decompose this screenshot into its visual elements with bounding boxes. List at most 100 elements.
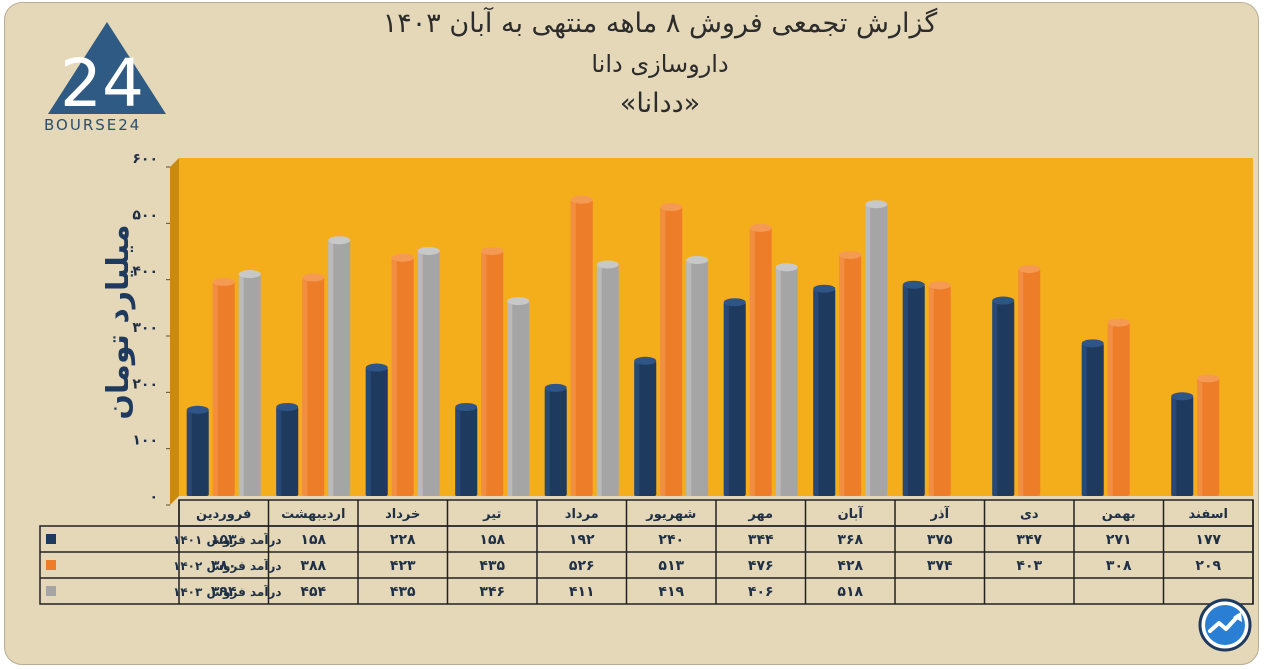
- bar-highlight: [749, 227, 755, 496]
- bar-1-4: [570, 199, 593, 497]
- bar-cap: [749, 223, 772, 232]
- bar-1-11: [1197, 378, 1220, 496]
- logo-number: 24: [60, 45, 144, 122]
- bar-highlight: [1197, 378, 1203, 496]
- bar-highlight: [481, 250, 487, 496]
- bar-cap: [928, 281, 951, 290]
- bar-cap: [391, 253, 414, 262]
- bar-highlight: [186, 409, 192, 496]
- bar-highlight: [775, 267, 781, 496]
- bar-highlight: [596, 264, 602, 496]
- data-label: ۳۷۴: [927, 558, 953, 574]
- bar-cap: [365, 363, 388, 372]
- x-category-label: فروردین: [196, 507, 251, 522]
- y-tick-label: ۴۰۰: [132, 264, 158, 280]
- bar-highlight: [686, 259, 692, 496]
- bar-highlight: [865, 204, 871, 496]
- bar-highlight: [544, 387, 550, 496]
- data-label: ۴۲۸: [837, 558, 863, 574]
- y-tick-label: ۶۰۰: [132, 151, 158, 167]
- bar-highlight: [328, 240, 334, 496]
- trend-badge-icon: [1198, 598, 1252, 652]
- data-label: ۳۷۵: [927, 532, 953, 548]
- bar-1-8: [928, 285, 951, 496]
- bar-highlight: [1171, 396, 1177, 496]
- bar-0-0: [186, 409, 209, 496]
- bar-highlight: [365, 367, 371, 496]
- bar-cap: [775, 263, 798, 272]
- x-category-label: اسفند: [1189, 507, 1228, 522]
- bar-cap: [544, 383, 567, 392]
- data-label: ۳۶۸: [837, 532, 863, 548]
- bar-0-7: [813, 288, 836, 496]
- plot-area: [179, 158, 1253, 496]
- bar-0-5: [634, 360, 657, 496]
- bar-1-9: [1018, 268, 1041, 496]
- bar-cap: [839, 250, 862, 259]
- data-label: ۳۴۶: [479, 584, 505, 600]
- bar-0-11: [1171, 396, 1194, 496]
- bar-2-7: [865, 204, 888, 496]
- data-label: ۱۹۲: [569, 532, 595, 548]
- y-tick-label: ۵۰۰: [132, 207, 158, 223]
- bar-cap: [1197, 374, 1220, 383]
- bar-2-5: [686, 259, 709, 496]
- bar-1-6: [749, 227, 772, 496]
- bar-1-5: [660, 207, 683, 496]
- bar-cap: [865, 200, 888, 209]
- data-label: ۳۴۷: [1016, 532, 1042, 548]
- x-category-label: شهریور: [645, 507, 696, 522]
- data-label: ۴۳۵: [479, 558, 505, 574]
- bar-cap: [660, 203, 683, 212]
- bar-highlight: [302, 277, 308, 496]
- bar-highlight: [634, 360, 640, 496]
- company-name: داروسازی دانا: [591, 50, 729, 78]
- bar-cap: [1018, 264, 1041, 273]
- y-tick-label: ۱۰۰: [132, 433, 158, 449]
- data-label: ۱۷۷: [1195, 532, 1221, 548]
- bar-0-8: [902, 284, 925, 496]
- bar-0-2: [365, 367, 388, 496]
- data-label: ۲۰۹: [1195, 558, 1221, 574]
- y-axis-label: میلیارد تومان: [101, 224, 136, 419]
- legend-swatch-0: [46, 534, 56, 544]
- bar-cap: [481, 246, 504, 255]
- bar-highlight: [723, 302, 729, 496]
- x-category-label: اردیبهشت: [281, 507, 345, 522]
- legend-swatch-1: [46, 560, 56, 570]
- y-tick-label: ۰: [149, 489, 158, 505]
- data-label: ۳۹۴: [211, 584, 237, 600]
- bar-highlight: [1081, 343, 1087, 496]
- y-tick-label: ۳۰۰: [132, 320, 158, 336]
- bar-highlight: [276, 406, 282, 496]
- x-category-label: مهر: [747, 507, 773, 522]
- data-label: ۲۲۸: [390, 532, 416, 548]
- data-label: ۳۸۸: [300, 558, 326, 574]
- bar-0-9: [992, 300, 1015, 496]
- bar-cap: [455, 402, 478, 411]
- bar-highlight: [1107, 322, 1113, 496]
- legend-label-0: درآمد فروش ۱۴۰۱: [173, 532, 282, 548]
- data-label: ۲۴۰: [658, 532, 684, 548]
- data-label: ۳۰۸: [1106, 558, 1132, 574]
- bar-highlight: [928, 285, 934, 496]
- bar-cap: [902, 280, 925, 289]
- bar-cap: [686, 255, 709, 264]
- data-label: ۵۱۳: [658, 558, 684, 574]
- bar-highlight: [212, 281, 218, 496]
- ticker-symbol: «ددانا»: [619, 88, 701, 119]
- x-category-label: تیر: [482, 507, 501, 522]
- legend-label-2: درآمد فروش ۱۴۰۳: [173, 584, 282, 600]
- chart-title: گزارش تجمعی فروش ۸ ماهه منتهی به آبان ۱۴…: [382, 8, 938, 39]
- bar-highlight: [570, 199, 576, 497]
- bar-cap: [238, 270, 261, 279]
- bar-1-10: [1107, 322, 1130, 496]
- bar-highlight: [992, 300, 998, 496]
- data-label: ۴۳۵: [390, 584, 416, 600]
- bar-cap: [212, 277, 235, 286]
- bar-2-2: [417, 250, 440, 496]
- bar-cap: [1107, 318, 1130, 327]
- bar-highlight: [839, 254, 845, 496]
- bar-1-0: [212, 281, 235, 496]
